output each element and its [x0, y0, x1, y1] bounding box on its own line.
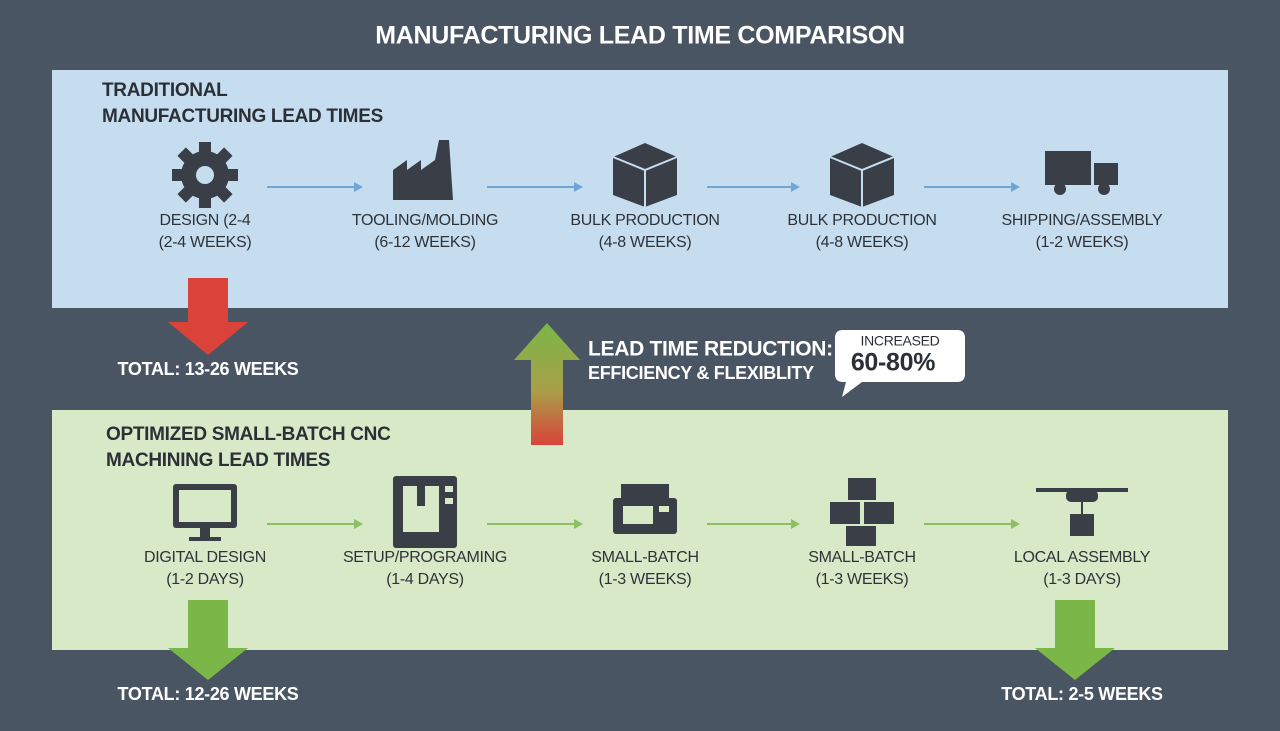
- step-label: BULK PRODUCTION: [787, 212, 936, 229]
- optimized-heading: MACHINING LEAD TIMES: [106, 450, 330, 471]
- icon-part: [621, 484, 669, 498]
- badge-label: INCREASED: [861, 333, 940, 349]
- traditional-total: TOTAL: 13-26 WEEKS: [118, 359, 299, 379]
- badge: [835, 330, 965, 397]
- step-label: SETUP/PROGRAMING: [343, 549, 507, 566]
- connector-head: [574, 519, 583, 529]
- icon-part: [848, 478, 876, 500]
- down-arrow: [168, 278, 248, 355]
- step-label: LOCAL ASSEMBLY: [1014, 549, 1151, 566]
- icon: [172, 142, 238, 208]
- icon-part: [445, 486, 453, 492]
- icon-part: [196, 166, 214, 184]
- icon-part: [200, 528, 210, 538]
- icon: [393, 140, 453, 200]
- down-arrow: [168, 600, 248, 680]
- step-duration: (4-8 WEEKS): [816, 234, 909, 251]
- icon-part: [623, 506, 653, 524]
- step-duration: (6-12 WEEKS): [374, 234, 475, 251]
- icon: [829, 143, 895, 207]
- step-duration: (2-4 WEEKS): [159, 234, 252, 251]
- connector-head: [354, 519, 363, 529]
- icon: [612, 143, 678, 207]
- optimized-total: TOTAL: 12-26 WEEKS: [118, 684, 299, 704]
- step-label: SHIPPING/ASSEMBLY: [1002, 212, 1164, 229]
- icon: [1036, 488, 1128, 536]
- step-label: SMALL-BATCH: [591, 549, 699, 566]
- connector-head: [354, 182, 363, 192]
- icon-part: [1070, 514, 1094, 536]
- step-duration: (4-8 WEEKS): [599, 234, 692, 251]
- icon-part: [417, 486, 425, 506]
- reduction-title: LEAD TIME REDUCTION:: [588, 338, 833, 361]
- title: MANUFACTURING LEAD TIME COMPARISON: [375, 22, 905, 50]
- step-duration: (1-2 DAYS): [166, 571, 244, 588]
- icon-part: [189, 537, 221, 541]
- optimized-heading: OPTIMIZED SMALL-BATCH CNC: [106, 424, 391, 445]
- icon-part: [1094, 163, 1118, 185]
- icon-part: [864, 502, 894, 524]
- connector-head: [1011, 182, 1020, 192]
- icon-part: [1045, 151, 1091, 185]
- step-duration: (1-2 WEEKS): [1036, 234, 1129, 251]
- step-duration: (1-4 DAYS): [386, 571, 464, 588]
- connector-head: [791, 519, 800, 529]
- icon: [1045, 151, 1118, 195]
- icon: [613, 484, 677, 534]
- connector-head: [1011, 519, 1020, 529]
- optimized-total: TOTAL: 2-5 WEEKS: [1001, 684, 1163, 704]
- icon-part: [659, 506, 669, 512]
- badge-value: 60-80%: [851, 349, 935, 377]
- down-arrow: [1035, 600, 1115, 680]
- icon: [173, 484, 237, 541]
- icon-part: [179, 490, 231, 522]
- icon-part: [393, 140, 453, 200]
- icon-part: [830, 502, 860, 524]
- icon-part: [846, 526, 876, 546]
- traditional-heading: TRADITIONAL: [102, 80, 228, 101]
- step-label: SMALL-BATCH: [808, 549, 916, 566]
- icon-part: [445, 498, 453, 504]
- step-duration: (1-3 DAYS): [1043, 571, 1121, 588]
- reduction-subtitle: EFFICIENCY & FLEXIBLITY: [588, 363, 814, 383]
- step-label: BULK PRODUCTION: [570, 212, 719, 229]
- icon-part: [1054, 183, 1066, 195]
- traditional-heading: MANUFACTURING LEAD TIMES: [102, 106, 383, 127]
- step-label: TOOLING/MOLDING: [352, 212, 498, 229]
- connector-head: [574, 182, 583, 192]
- icon: [393, 476, 457, 548]
- icon-part: [1098, 183, 1110, 195]
- step-duration: (1-3 WEEKS): [599, 571, 692, 588]
- up-arrow: [514, 323, 580, 445]
- icon-part: [1066, 490, 1098, 502]
- step-duration: (1-3 WEEKS): [816, 571, 909, 588]
- step-label: DESIGN (2-4: [160, 212, 251, 229]
- connector-head: [791, 182, 800, 192]
- step-label: DIGITAL DESIGN: [144, 549, 266, 566]
- icon: [830, 478, 894, 546]
